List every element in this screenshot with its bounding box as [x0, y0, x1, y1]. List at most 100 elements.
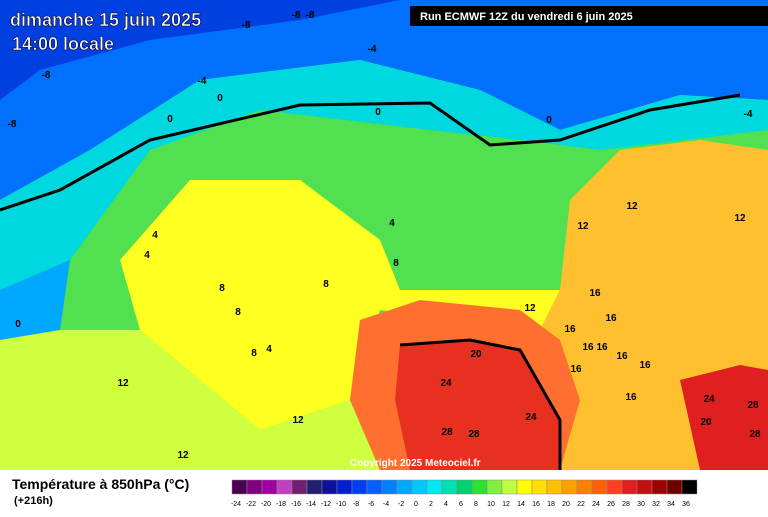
isotherm-label: -8 — [8, 119, 17, 130]
isotherm-label: 28 — [441, 427, 453, 438]
isotherm-label: 12 — [577, 221, 589, 232]
colorbar-label: 12 — [502, 501, 510, 508]
isotherm-label: 24 — [525, 412, 537, 423]
colorbar-swatch — [516, 479, 533, 495]
isotherm-label: 28 — [749, 429, 761, 440]
colorbar-swatch — [276, 479, 293, 495]
colorbar-label: 26 — [607, 501, 615, 508]
isotherm-label: 0 — [546, 115, 552, 126]
colorbar-label: 8 — [474, 501, 478, 508]
colorbar-swatch — [351, 479, 368, 495]
colorbar: -24 -22 -20 -18 -16 -14 -12 -10 -8 -6 -4 -2 0 2 4 6 8 10 1… — [231, 479, 698, 508]
colorbar-swatch — [606, 479, 623, 495]
colorbar-swatch — [651, 479, 668, 495]
isotherm-label: 12 — [117, 378, 129, 389]
colorbar-swatch — [531, 479, 548, 495]
isotherm-label: -4 — [198, 76, 207, 87]
isotherm-label: 8 — [235, 307, 241, 318]
colorbar-label: 32 — [652, 501, 660, 508]
legend-title: Température à 850hPa (°C) — [12, 476, 189, 492]
colorbar-label: -2 — [398, 501, 404, 508]
isotherm-label: -4 — [368, 44, 377, 55]
colorbar-label: 4 — [444, 501, 448, 508]
isotherm-label: 20 — [470, 349, 482, 360]
isotherm-label: 4 — [152, 230, 158, 241]
colorbar-swatch — [231, 479, 248, 495]
isotherm-label: 12 — [292, 415, 304, 426]
isotherm-label: 20 — [700, 417, 712, 428]
colorbar-swatch — [396, 479, 413, 495]
colorbar-label: 2 — [429, 501, 433, 508]
hot-core — [395, 340, 560, 470]
isotherm-label: 12 — [524, 303, 536, 314]
colorbar-label: 20 — [562, 501, 570, 508]
colorbar-label: -12 — [321, 501, 331, 508]
colorbar-swatch — [621, 479, 638, 495]
colorbar-swatch — [321, 479, 338, 495]
colorbar-label: 30 — [637, 501, 645, 508]
colorbar-label: 18 — [547, 501, 555, 508]
isotherm-label: 28 — [747, 400, 759, 411]
colorbar-label: 24 — [592, 501, 600, 508]
isotherm-label: 12 — [626, 201, 638, 212]
colorbar-swatch — [486, 479, 503, 495]
colorbar-swatch — [636, 479, 653, 495]
isotherm-label: -8 — [292, 10, 301, 21]
isotherm-label: 4 — [144, 250, 150, 261]
colorbar-label: -22 — [246, 501, 256, 508]
colorbar-label: -18 — [276, 501, 286, 508]
twenty-isotherm — [399, 338, 562, 470]
colorbar-swatch — [456, 479, 473, 495]
date: dimanche 15 juin 2025 — [10, 10, 201, 30]
isotherm-label: 16 — [625, 392, 637, 403]
isotherm-label: 12 — [734, 213, 746, 224]
isotherm-label: 0 — [217, 93, 223, 104]
isotherm-label: 16 — [570, 364, 582, 375]
colorbar-swatch — [336, 479, 353, 495]
colorbar-label: -20 — [261, 501, 271, 508]
isotherm-label: 4 — [266, 344, 272, 355]
isotherm-label: -8 — [42, 70, 51, 81]
zero-isotherm — [0, 93, 741, 212]
isotherm-label: 0 — [375, 107, 381, 118]
mild-zone — [0, 330, 380, 470]
colorbar-label: 28 — [622, 501, 630, 508]
isotherm-label: 0 — [167, 114, 173, 125]
time: 14:00 locale — [12, 34, 114, 54]
colorbar-label: -14 — [306, 501, 316, 508]
colorbar-swatch — [681, 479, 698, 495]
run-box — [410, 6, 768, 26]
isotherm-label: 4 — [389, 218, 395, 229]
colorbar-label: 14 — [517, 501, 525, 508]
colorbar-swatch — [426, 479, 443, 495]
isotherm-label: 12 — [177, 450, 189, 461]
isotherm-label: 16 — [582, 342, 594, 353]
colorbar-label: 22 — [577, 501, 585, 508]
hot-east — [680, 365, 768, 470]
isotherm-label: 8 — [251, 348, 257, 359]
cool-zone-2 — [0, 260, 70, 340]
isotherm-label: 8 — [323, 279, 329, 290]
isotherm-label: 0 — [15, 319, 21, 330]
isotherm-label: 16 — [605, 313, 617, 324]
warm-zone — [120, 180, 560, 430]
isotherm-label: 16 — [616, 351, 628, 362]
colorbar-swatch — [441, 479, 458, 495]
lead-time: (+216h) — [14, 495, 53, 507]
isotherm-label: 16 — [639, 360, 651, 371]
colorbar-label: 36 — [682, 501, 690, 508]
isotherm-label: 8 — [219, 283, 225, 294]
isotherm-label: -8 — [306, 10, 315, 21]
isotherm-label: 16 — [564, 324, 576, 335]
run-text: Run ECMWF 12Z du vendredi 6 juin 2025 — [420, 11, 633, 23]
colorbar-label: 34 — [667, 501, 675, 508]
colorbar-label: 0 — [414, 501, 418, 508]
cool-zone — [0, 60, 768, 290]
isotherm-label: 8 — [393, 258, 399, 269]
isotherm-label: 16 — [596, 342, 608, 353]
colorbar-swatch — [561, 479, 578, 495]
isotherm-label: -4 — [744, 109, 753, 120]
isotherm-label: 28 — [468, 429, 480, 440]
